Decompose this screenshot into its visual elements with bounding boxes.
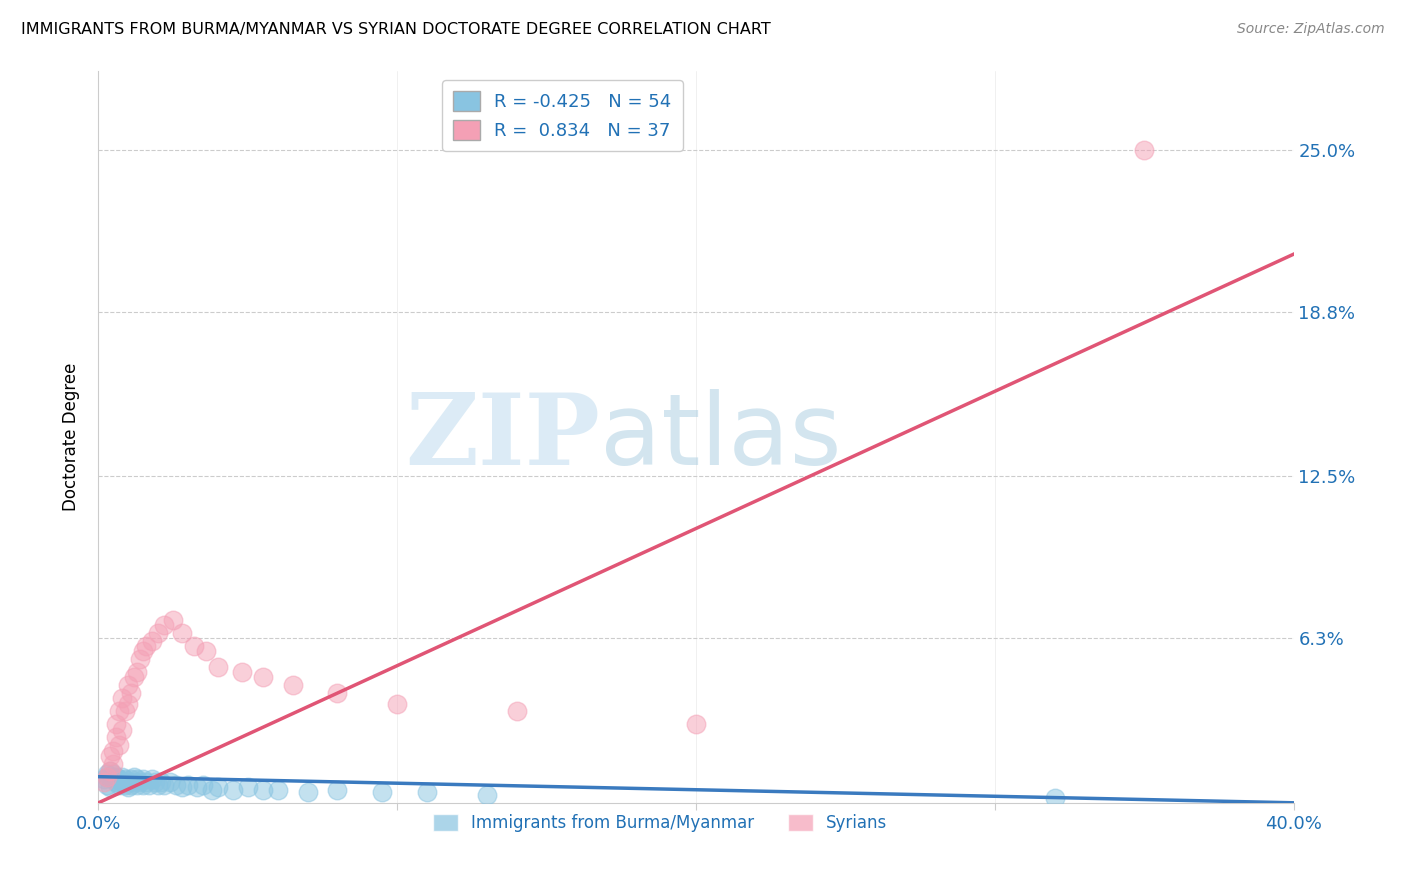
Text: IMMIGRANTS FROM BURMA/MYANMAR VS SYRIAN DOCTORATE DEGREE CORRELATION CHART: IMMIGRANTS FROM BURMA/MYANMAR VS SYRIAN … bbox=[21, 22, 770, 37]
Point bbox=[195, 644, 218, 658]
Point bbox=[165, 778, 187, 792]
Point bbox=[117, 697, 139, 711]
Point bbox=[267, 782, 290, 797]
Point bbox=[385, 697, 409, 711]
Point bbox=[98, 748, 122, 763]
Point bbox=[120, 778, 142, 792]
Text: atlas: atlas bbox=[600, 389, 842, 485]
Point bbox=[148, 778, 170, 792]
Point bbox=[103, 756, 125, 771]
Point bbox=[141, 633, 163, 648]
Point bbox=[117, 678, 139, 692]
Point bbox=[297, 785, 319, 799]
Point bbox=[108, 705, 131, 719]
Point bbox=[111, 775, 134, 789]
Point bbox=[98, 764, 122, 779]
Point bbox=[326, 686, 349, 700]
Point bbox=[98, 780, 122, 794]
Point bbox=[96, 767, 118, 781]
Point bbox=[281, 678, 304, 692]
Point bbox=[105, 731, 128, 745]
Point bbox=[236, 780, 259, 794]
Point bbox=[108, 778, 131, 792]
Point bbox=[138, 778, 160, 792]
Point bbox=[207, 780, 229, 794]
Point bbox=[685, 717, 707, 731]
Point bbox=[129, 775, 152, 789]
Point bbox=[1043, 790, 1066, 805]
Point bbox=[153, 618, 176, 632]
Point bbox=[96, 770, 118, 784]
Point bbox=[105, 770, 128, 784]
Point bbox=[111, 691, 134, 706]
Point bbox=[150, 775, 173, 789]
Point bbox=[129, 652, 152, 666]
Point bbox=[252, 670, 274, 684]
Point bbox=[103, 772, 125, 787]
Point bbox=[127, 778, 149, 792]
Point bbox=[191, 778, 214, 792]
Point bbox=[222, 782, 245, 797]
Point bbox=[177, 778, 200, 792]
Point bbox=[117, 780, 139, 794]
Point bbox=[105, 717, 128, 731]
Point bbox=[111, 770, 134, 784]
Point bbox=[103, 743, 125, 757]
Legend: Immigrants from Burma/Myanmar, Syrians: Immigrants from Burma/Myanmar, Syrians bbox=[426, 807, 894, 838]
Point bbox=[108, 772, 131, 787]
Point bbox=[132, 644, 155, 658]
Text: ZIP: ZIP bbox=[405, 389, 600, 485]
Point bbox=[183, 639, 205, 653]
Point bbox=[201, 782, 224, 797]
Point bbox=[172, 780, 194, 794]
Point bbox=[148, 626, 170, 640]
Point bbox=[93, 775, 115, 789]
Point bbox=[162, 613, 184, 627]
Point bbox=[132, 772, 155, 787]
Point bbox=[96, 770, 118, 784]
Point bbox=[326, 782, 349, 797]
Point bbox=[124, 770, 146, 784]
Point bbox=[135, 775, 157, 789]
Point bbox=[120, 772, 142, 787]
Point bbox=[124, 775, 146, 789]
Point bbox=[141, 772, 163, 787]
Point bbox=[103, 770, 125, 784]
Y-axis label: Doctorate Degree: Doctorate Degree bbox=[62, 363, 80, 511]
Point bbox=[231, 665, 253, 680]
Point bbox=[186, 780, 208, 794]
Point bbox=[103, 767, 125, 781]
Point bbox=[506, 705, 529, 719]
Point bbox=[371, 785, 394, 799]
Point bbox=[98, 764, 122, 779]
Point bbox=[132, 778, 155, 792]
Point bbox=[108, 739, 131, 753]
Point bbox=[120, 686, 142, 700]
Point bbox=[105, 775, 128, 789]
Point bbox=[143, 775, 166, 789]
Point bbox=[127, 665, 149, 680]
Point bbox=[1133, 143, 1156, 157]
Point bbox=[108, 772, 131, 787]
Point bbox=[172, 626, 194, 640]
Point bbox=[207, 660, 229, 674]
Point bbox=[114, 778, 136, 792]
Point bbox=[114, 772, 136, 787]
Point bbox=[114, 705, 136, 719]
Text: Source: ZipAtlas.com: Source: ZipAtlas.com bbox=[1237, 22, 1385, 37]
Point bbox=[475, 788, 498, 802]
Point bbox=[159, 775, 181, 789]
Point bbox=[416, 785, 439, 799]
Point bbox=[96, 778, 118, 792]
Point bbox=[127, 772, 149, 787]
Point bbox=[252, 782, 274, 797]
Point bbox=[111, 723, 134, 737]
Point bbox=[117, 775, 139, 789]
Point bbox=[93, 772, 115, 787]
Point bbox=[124, 670, 146, 684]
Point bbox=[153, 778, 176, 792]
Point bbox=[135, 639, 157, 653]
